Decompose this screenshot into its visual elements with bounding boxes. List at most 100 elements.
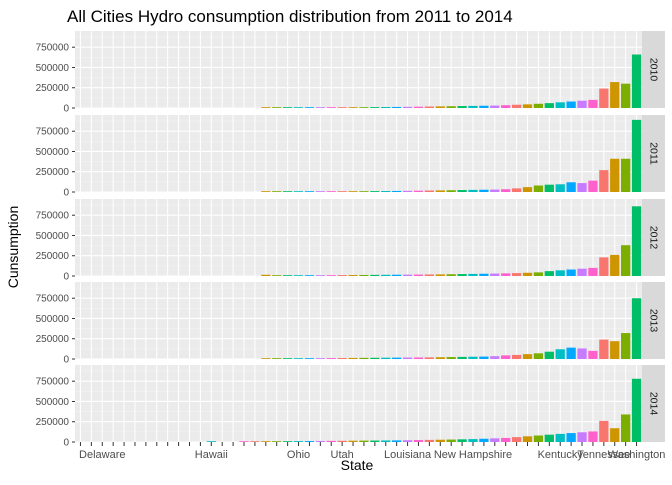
- bar: [424, 190, 435, 192]
- bar: [599, 420, 609, 442]
- bar: [348, 275, 358, 276]
- bar: [588, 350, 598, 359]
- bar: [337, 440, 347, 442]
- bar: [315, 358, 325, 359]
- bar: [468, 356, 478, 359]
- bar: [544, 271, 554, 276]
- facet-panel-2012: 0 250000 500000 750000 2012: [36, 199, 665, 283]
- bar: [381, 107, 391, 108]
- bar: [392, 106, 402, 108]
- bar: [304, 191, 315, 192]
- bar: [261, 107, 271, 108]
- bar: [522, 436, 533, 442]
- bar: [555, 433, 565, 442]
- bar: [326, 191, 336, 192]
- bar: [392, 440, 402, 442]
- facet-strip: [642, 115, 665, 192]
- bar: [392, 357, 402, 359]
- bar: [457, 106, 467, 108]
- bar: [293, 441, 304, 442]
- y-tick-label: 500000: [36, 147, 70, 158]
- bar: [370, 440, 380, 442]
- bar: [381, 274, 391, 276]
- x-tick-label: Ohio: [287, 449, 310, 461]
- bar: [599, 257, 609, 276]
- bar: [490, 356, 500, 359]
- bar: [621, 333, 631, 359]
- bar: [446, 274, 456, 276]
- bar: [501, 437, 511, 442]
- chart-title: All Cities Hydro consumption distributio…: [67, 7, 513, 26]
- bar: [577, 432, 587, 442]
- bar: [501, 355, 511, 359]
- y-tick-label: 0: [63, 355, 69, 366]
- bar: [566, 182, 576, 192]
- facet-strip-label: 2010: [648, 58, 660, 82]
- bar: [337, 107, 347, 108]
- y-axis-title: Cunsumption: [5, 206, 21, 289]
- facet-strip-label: 2011: [648, 142, 660, 165]
- bar: [599, 170, 609, 192]
- bar: [315, 107, 325, 108]
- y-tick-label: 500000: [36, 231, 70, 242]
- bar: [621, 414, 631, 442]
- bar: [293, 191, 304, 192]
- bar: [337, 275, 347, 276]
- bar: [511, 354, 522, 359]
- bar: [522, 187, 533, 192]
- bar: [315, 275, 325, 276]
- bar: [435, 190, 445, 192]
- y-tick-label: 500000: [36, 314, 70, 325]
- bar: [457, 356, 467, 359]
- bar: [402, 106, 413, 108]
- bar: [424, 357, 435, 359]
- bar: [272, 441, 282, 442]
- facet-strip: [642, 365, 665, 442]
- panel-background: [75, 115, 642, 192]
- bar: [413, 274, 424, 276]
- bar: [272, 358, 282, 359]
- bar: [261, 191, 271, 192]
- bar: [457, 274, 467, 276]
- bar: [326, 275, 336, 276]
- bar: [402, 440, 413, 442]
- bar: [413, 357, 424, 359]
- bar: [479, 356, 489, 359]
- bar: [577, 100, 587, 108]
- bar: [282, 441, 293, 442]
- bar: [631, 54, 642, 108]
- bar: [359, 440, 369, 442]
- bar: [282, 191, 293, 192]
- y-tick-label: 750000: [36, 127, 70, 138]
- x-tick-label: Louisiana: [384, 449, 432, 461]
- bar: [250, 441, 260, 442]
- facet-panel-2014: 0 250000 500000 750000 2014: [36, 365, 665, 449]
- bar: [457, 190, 467, 192]
- bar: [479, 273, 489, 276]
- bar: [544, 351, 554, 359]
- bar: [326, 358, 336, 359]
- y-tick-label: 750000: [36, 377, 70, 388]
- bar: [501, 273, 511, 276]
- bar: [424, 274, 435, 276]
- bar: [304, 358, 315, 359]
- bar: [479, 438, 489, 442]
- bar: [631, 119, 642, 192]
- y-tick-label: 0: [63, 104, 69, 115]
- bar: [522, 354, 533, 359]
- y-tick-label: 0: [63, 272, 69, 283]
- bar: [261, 274, 271, 276]
- bar: [402, 190, 413, 192]
- bar: [566, 347, 576, 359]
- x-tick-label: Washington: [608, 449, 666, 461]
- bar: [621, 83, 631, 108]
- bar: [631, 206, 642, 276]
- panel-background: [75, 282, 642, 359]
- bar: [555, 184, 565, 192]
- y-tick-label: 750000: [36, 211, 70, 222]
- facet-strip-label: 2014: [648, 392, 660, 416]
- bar: [304, 107, 315, 108]
- bar: [621, 158, 631, 192]
- bar: [490, 105, 500, 108]
